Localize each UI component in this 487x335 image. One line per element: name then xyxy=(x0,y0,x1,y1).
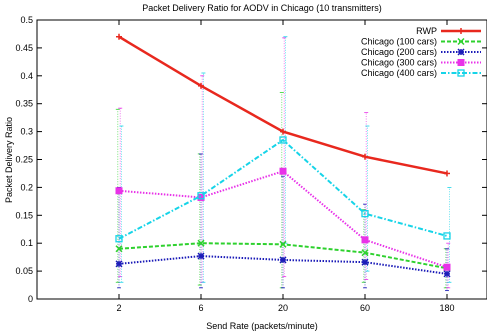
legend-marker xyxy=(457,48,465,56)
data-point xyxy=(279,256,287,264)
y-tick-label: 0.35 xyxy=(15,99,33,109)
data-point xyxy=(279,240,287,248)
data-point xyxy=(443,232,451,240)
y-tick-label: 0.5 xyxy=(20,15,33,25)
data-point xyxy=(443,263,451,271)
y-tick-label: 0.2 xyxy=(20,182,33,192)
data-point xyxy=(115,235,123,243)
data-point xyxy=(115,187,123,195)
x-tick-label: 60 xyxy=(360,303,370,313)
x-tick-label: 2 xyxy=(116,303,121,313)
series-line xyxy=(118,138,448,240)
legend-label: Chicago (100 cars) xyxy=(361,37,437,47)
data-point xyxy=(443,270,451,278)
data-point xyxy=(361,249,369,257)
data-point xyxy=(279,136,287,144)
legend-marker xyxy=(457,37,465,46)
data-point xyxy=(197,192,205,200)
y-tick-label: 0 xyxy=(28,294,33,304)
x-tick-label: 180 xyxy=(439,303,454,313)
x-tick-label: 20 xyxy=(278,303,288,313)
x-axis-label: Send Rate (packets/minute) xyxy=(206,321,318,331)
legend-label: Chicago (400 cars) xyxy=(361,68,437,78)
y-tick-label: 0.45 xyxy=(15,43,33,53)
data-point xyxy=(362,153,368,160)
data-point xyxy=(444,170,450,177)
data-point xyxy=(197,252,205,260)
data-point xyxy=(361,236,369,244)
chart-title: Packet Delivery Ratio for AODV in Chicag… xyxy=(142,3,382,13)
legend-marker xyxy=(458,28,464,34)
data-point xyxy=(361,209,369,218)
data-point xyxy=(361,258,369,266)
data-point xyxy=(116,33,122,40)
data-point xyxy=(198,82,204,89)
y-tick-label: 0.25 xyxy=(15,155,33,165)
data-point xyxy=(115,245,123,253)
data-point xyxy=(197,239,205,247)
legend-label: Chicago (200 cars) xyxy=(361,47,437,57)
x-tick-label: 6 xyxy=(198,303,203,313)
y-tick-label: 0.3 xyxy=(20,127,33,137)
legend-marker xyxy=(457,69,465,77)
y-tick-label: 0.15 xyxy=(15,210,33,220)
y-tick-label: 0.05 xyxy=(15,266,33,276)
legend-marker xyxy=(457,59,465,66)
legend-label: Chicago (300 cars) xyxy=(361,58,437,68)
data-point xyxy=(280,128,286,135)
y-tick-label: 0.4 xyxy=(20,71,33,81)
legend-label: RWP xyxy=(416,26,437,36)
plot-area: 0 0.05 0.1 0.15 0.2 0.25 0.3 0.35 0.4 0.45 0.5 2 6 20… xyxy=(15,15,487,313)
series-line xyxy=(118,255,448,275)
y-axis-label: Packet Delivery Ratio xyxy=(4,117,14,203)
data-point xyxy=(115,260,123,268)
y-tick-label: 0.1 xyxy=(20,238,33,248)
data-point xyxy=(279,167,287,175)
